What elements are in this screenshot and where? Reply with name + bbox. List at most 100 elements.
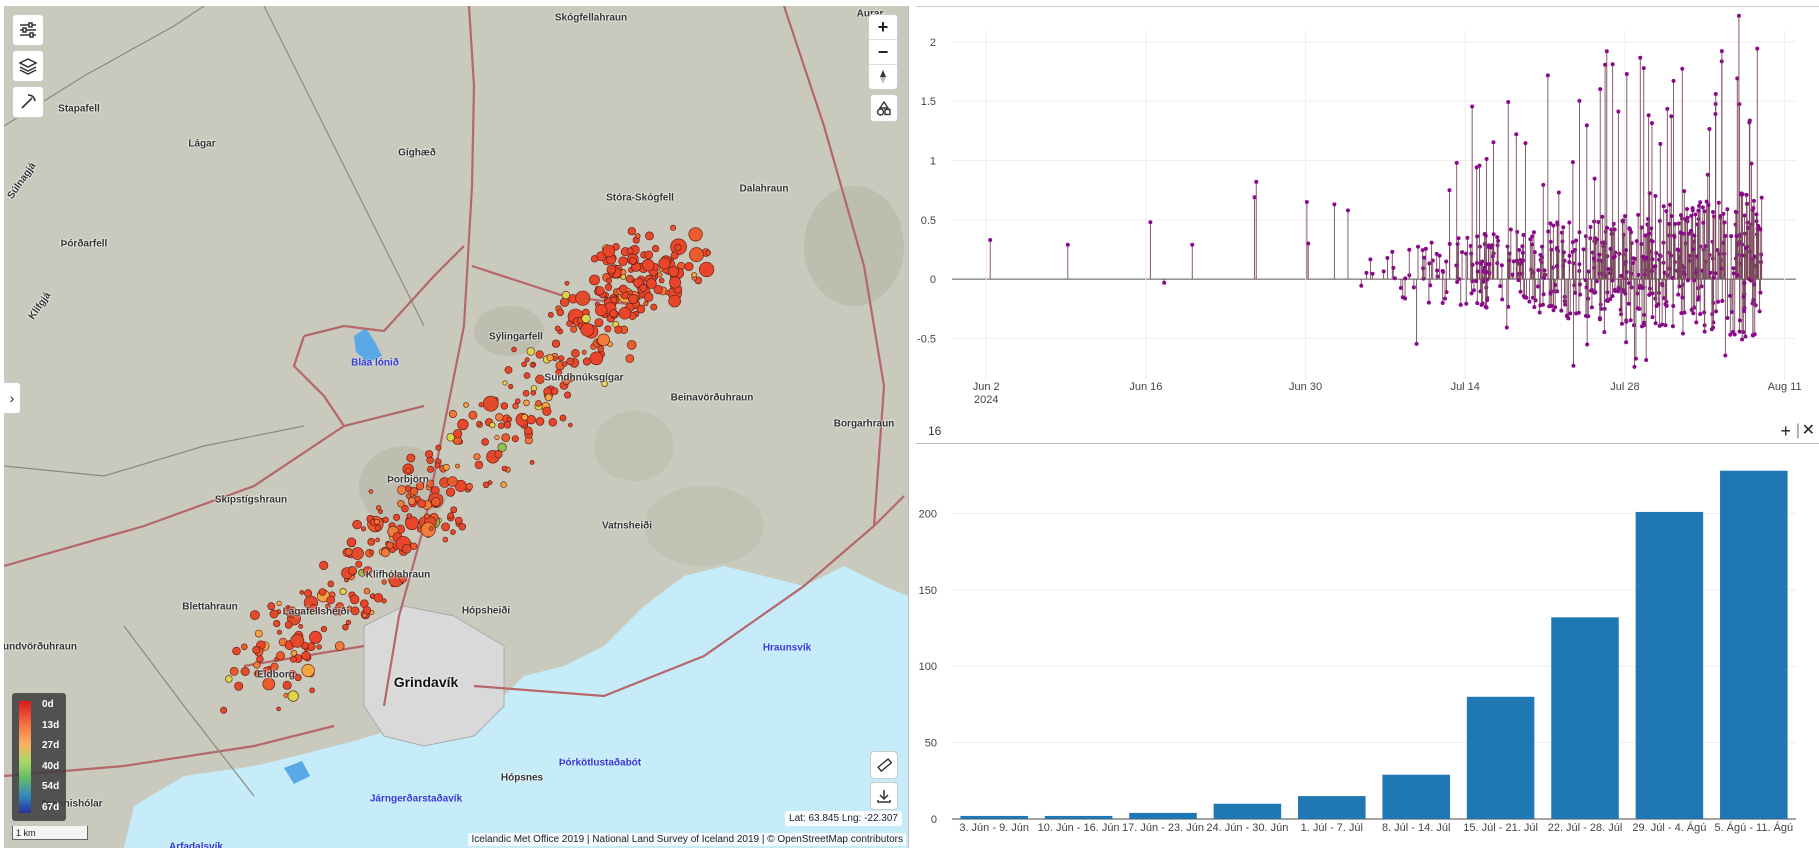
data-point[interactable] [1553,305,1558,310]
data-point[interactable] [1477,163,1482,168]
data-point[interactable] [1643,233,1648,238]
earthquake-marker[interactable] [604,325,612,333]
data-point[interactable] [1610,62,1615,67]
data-point[interactable] [1644,357,1649,362]
earthquake-marker[interactable] [334,641,345,651]
data-point[interactable] [1479,302,1484,307]
data-point[interactable] [1670,276,1675,281]
earthquake-marker[interactable] [489,422,496,429]
data-point[interactable] [1700,205,1705,210]
data-point[interactable] [1487,262,1492,267]
earthquake-marker[interactable] [503,421,512,429]
earthquake-marker[interactable] [595,286,605,296]
earthquake-marker[interactable] [262,677,276,691]
earthquake-marker[interactable] [420,522,436,538]
data-point[interactable] [1620,218,1625,223]
data-point[interactable] [1499,263,1504,268]
data-point[interactable] [1676,292,1681,297]
data-point[interactable] [1549,304,1554,309]
data-point[interactable] [1254,179,1259,184]
bar[interactable] [1382,774,1450,819]
data-point[interactable] [1597,317,1602,322]
data-point[interactable] [1647,292,1652,297]
earthquake-marker[interactable] [500,402,508,410]
data-point[interactable] [1567,253,1572,258]
data-point[interactable] [1617,287,1622,292]
data-point[interactable] [1553,282,1558,287]
data-point[interactable] [1606,266,1611,271]
earthquake-marker[interactable] [511,435,519,443]
data-point[interactable] [1578,292,1583,297]
earthquake-marker[interactable] [234,681,244,691]
data-point[interactable] [1725,207,1730,212]
earthquake-marker[interactable] [590,255,599,263]
data-point[interactable] [1577,262,1582,267]
data-point[interactable] [1586,314,1591,319]
earthquake-marker[interactable] [535,374,545,384]
earthquake-marker[interactable] [546,354,554,362]
data-point[interactable] [1506,100,1511,105]
data-point[interactable] [1703,244,1708,249]
earthquake-marker[interactable] [405,467,412,474]
data-point[interactable] [1385,256,1390,261]
data-point[interactable] [1484,156,1489,161]
earthquake-marker[interactable] [473,453,481,461]
earthquake-marker[interactable] [287,690,299,702]
earthquake-marker[interactable] [406,513,413,519]
data-point[interactable] [1676,247,1681,252]
earthquake-marker[interactable] [381,598,387,604]
earthquake-marker[interactable] [249,610,260,621]
data-point[interactable] [1716,200,1721,205]
earthquake-marker[interactable] [512,403,519,410]
earthquake-marker[interactable] [361,526,367,532]
zoom-out-button[interactable]: − [869,40,897,65]
earthquake-marker[interactable] [298,609,304,615]
earthquake-marker[interactable] [494,434,500,441]
earthquake-marker[interactable] [455,463,460,469]
earthquake-marker[interactable] [550,387,559,395]
earthquake-marker[interactable] [349,594,360,605]
earthquake-marker[interactable] [434,462,441,469]
data-point[interactable] [1649,121,1654,126]
data-point[interactable] [1633,356,1638,361]
data-point[interactable] [1505,244,1510,249]
earthquake-marker[interactable] [301,650,311,661]
earthquake-marker[interactable] [507,416,513,422]
data-point[interactable] [1671,303,1676,308]
data-point[interactable] [1332,202,1337,207]
earthquake-marker[interactable] [602,244,616,258]
data-point[interactable] [1496,238,1501,243]
data-point[interactable] [1392,276,1397,281]
data-point[interactable] [1533,298,1538,303]
data-point[interactable] [1731,271,1736,276]
earthquake-marker[interactable] [556,308,564,317]
data-point[interactable] [1566,316,1571,321]
earthquake-marker[interactable] [482,395,499,412]
data-point[interactable] [1713,271,1718,276]
earthquake-marker[interactable] [523,399,530,406]
earthquake-marker[interactable] [594,318,604,327]
data-point[interactable] [1691,311,1696,316]
data-point[interactable] [1573,290,1578,295]
data-point[interactable] [1654,250,1659,255]
data-point[interactable] [1474,279,1479,284]
data-point[interactable] [1577,98,1582,103]
data-point[interactable] [1469,251,1474,256]
data-point[interactable] [1148,220,1153,225]
earthquake-marker[interactable] [668,294,681,308]
earthquake-marker[interactable] [346,537,357,548]
earthquake-marker[interactable] [618,284,628,294]
data-point[interactable] [1420,248,1425,253]
earthquake-marker[interactable] [597,333,610,347]
data-point[interactable] [1414,341,1419,346]
earthquake-marker[interactable] [374,518,380,525]
data-point[interactable] [1624,340,1629,345]
bar[interactable] [960,815,1028,819]
earthquake-marker[interactable] [373,593,384,603]
earthquake-marker[interactable] [610,296,618,304]
earthquake-marker[interactable] [511,346,517,353]
earthquake-marker[interactable] [568,422,573,428]
data-point[interactable] [1483,304,1488,309]
earthquake-marker[interactable] [367,538,376,546]
